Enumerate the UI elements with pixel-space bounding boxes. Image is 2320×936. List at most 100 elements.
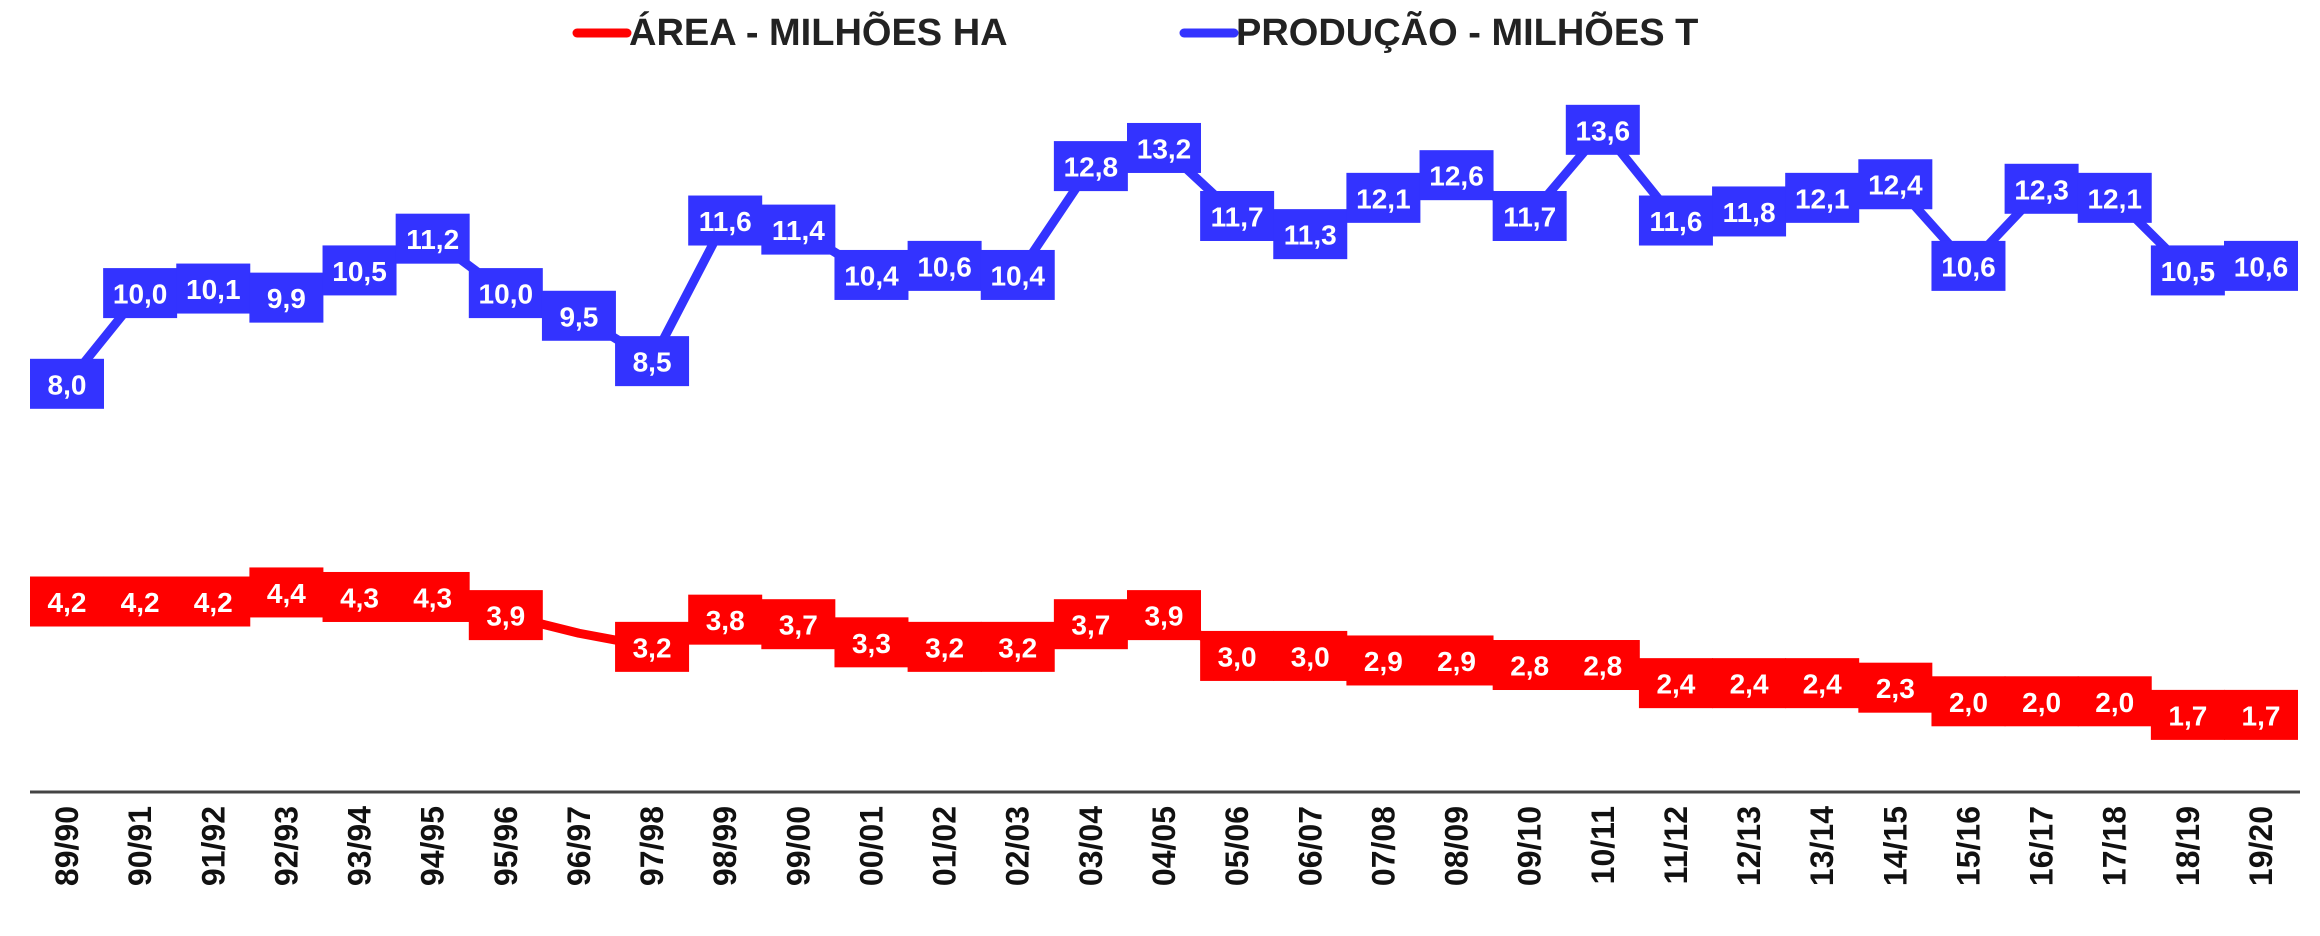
data-label: 12,4	[1868, 170, 1923, 201]
data-marker	[2150, 245, 2225, 296]
data-marker	[322, 245, 397, 296]
data-marker	[1053, 599, 1128, 650]
data-label: 10,0	[479, 279, 534, 310]
data-label: 10,6	[1941, 251, 1996, 282]
data-label: 2,8	[1583, 651, 1622, 682]
data-marker	[834, 617, 909, 668]
data-marker	[1712, 658, 1787, 709]
data-label: 2,0	[2022, 687, 2061, 718]
data-marker	[103, 268, 178, 319]
data-label: 3,9	[1145, 601, 1184, 632]
x-tick-label: 08/09	[1439, 806, 1475, 886]
data-marker	[615, 621, 690, 672]
x-tick-label: 90/91	[122, 806, 158, 886]
legend-label: PRODUÇÃO - MILHÕES T	[1236, 10, 1698, 54]
data-label: 2,4	[1730, 669, 1769, 700]
data-label: 3,0	[1291, 641, 1330, 672]
data-label: 3,8	[706, 605, 745, 636]
data-marker	[1565, 640, 1640, 691]
data-marker	[395, 571, 470, 622]
x-tick-label: 16/17	[2024, 806, 2060, 886]
data-marker	[2077, 172, 2152, 223]
data-marker	[1127, 590, 1201, 641]
data-marker	[1785, 658, 1860, 709]
data-marker	[907, 240, 982, 291]
data-label: 2,3	[1876, 673, 1915, 704]
data-label: 2,4	[1656, 669, 1695, 700]
data-label: 11,6	[699, 206, 752, 237]
data-label: 12,8	[1064, 152, 1119, 183]
data-label: 11,8	[1723, 197, 1776, 228]
data-marker	[1712, 186, 1787, 237]
x-tick-label: 10/11	[1585, 806, 1621, 884]
data-marker	[1931, 676, 2006, 727]
data-marker	[176, 576, 251, 627]
data-marker	[1273, 630, 1348, 681]
data-label: 10,0	[113, 279, 168, 310]
data-label: 4,4	[267, 578, 306, 609]
x-tick-label: 95/96	[488, 806, 524, 886]
data-marker	[2004, 163, 2079, 214]
data-marker	[1931, 240, 2006, 291]
x-tick-label: 03/04	[1073, 806, 1109, 886]
x-tick-label: 89/90	[49, 806, 85, 886]
x-tick-label: 17/18	[2097, 806, 2133, 886]
data-marker	[761, 204, 836, 255]
data-marker	[322, 571, 397, 622]
x-tick-label: 13/14	[1804, 806, 1840, 886]
data-marker	[1638, 658, 1713, 709]
x-tick-label: 93/94	[342, 806, 378, 886]
data-label: 13,2	[1137, 133, 1192, 164]
data-marker	[761, 599, 836, 650]
data-label: 3,7	[779, 610, 818, 641]
data-marker	[1492, 640, 1567, 691]
data-marker	[30, 358, 104, 409]
data-label: 2,8	[1510, 651, 1549, 682]
data-label: 1,7	[2168, 700, 2207, 731]
data-label: 11,4	[772, 215, 825, 246]
x-tick-label: 96/97	[561, 806, 597, 886]
data-marker	[249, 272, 324, 323]
data-label: 12,1	[1795, 183, 1850, 214]
data-marker	[980, 621, 1055, 672]
legend-label: ÁREA - MILHÕES HA	[629, 10, 1008, 54]
x-tick-label: 97/98	[634, 806, 670, 886]
x-tick-label: 91/92	[195, 806, 231, 886]
data-marker	[980, 249, 1055, 300]
data-marker	[2224, 689, 2298, 740]
data-marker	[2004, 676, 2079, 727]
data-label: 2,9	[1364, 646, 1403, 677]
data-label: 8,5	[633, 347, 672, 378]
data-label: 11,7	[1211, 201, 1264, 232]
data-marker	[30, 576, 104, 627]
x-tick-label: 09/10	[1512, 806, 1548, 886]
data-marker	[1419, 150, 1494, 201]
x-tick-label: 18/19	[2170, 806, 2206, 886]
data-marker	[2077, 676, 2152, 727]
data-marker	[1785, 172, 1860, 223]
x-tick-label: 11/12	[1658, 806, 1694, 884]
data-marker	[834, 249, 909, 300]
data-marker	[1858, 159, 1933, 210]
x-tick-label: 98/99	[707, 806, 743, 886]
data-label: 3,0	[1218, 641, 1257, 672]
data-label: 11,7	[1503, 201, 1556, 232]
x-tick-label: 15/16	[1950, 806, 1986, 886]
x-tick-label: 00/01	[853, 806, 889, 886]
data-label: 8,0	[48, 369, 87, 400]
data-marker	[1638, 195, 1713, 246]
data-label: 9,9	[267, 283, 306, 314]
x-tick-label: 07/08	[1365, 806, 1401, 886]
data-label: 3,2	[925, 632, 964, 663]
data-marker	[2150, 689, 2225, 740]
data-marker	[249, 567, 324, 618]
data-marker	[468, 268, 543, 319]
data-marker	[1127, 122, 1201, 173]
x-tick-label: 02/03	[1000, 806, 1036, 886]
data-marker	[176, 263, 251, 314]
data-label: 3,2	[998, 632, 1037, 663]
data-label: 9,5	[559, 301, 598, 332]
data-marker	[688, 594, 763, 645]
data-marker	[541, 290, 616, 341]
data-label: 2,0	[1949, 687, 1988, 718]
